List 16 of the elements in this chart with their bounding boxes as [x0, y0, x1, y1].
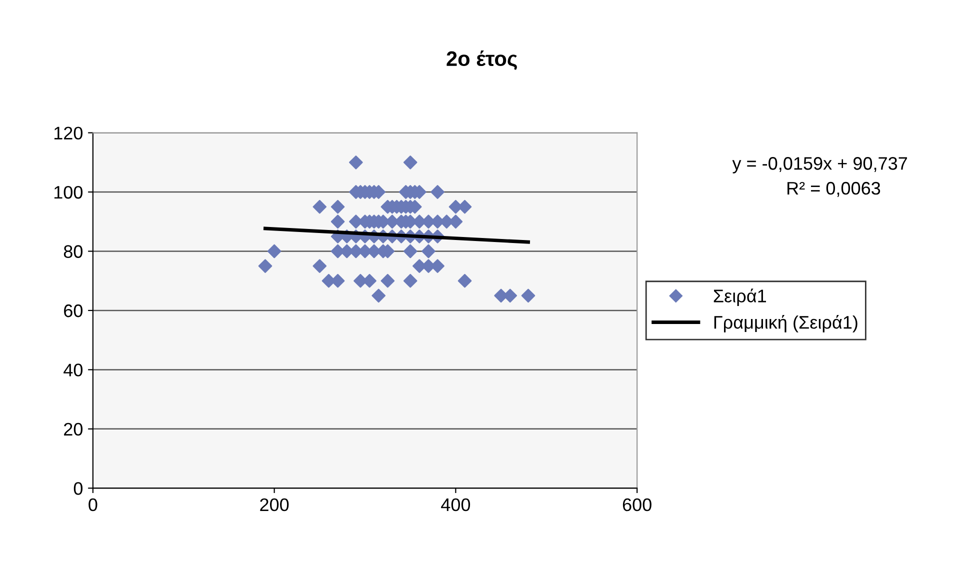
x-tick-label: 400	[441, 498, 470, 512]
text: R² = 0,0063	[788, 182, 880, 197]
y-tick-label: 20	[64, 422, 82, 436]
x-tick-label: 200	[260, 498, 289, 512]
y-tick-label: 80	[64, 245, 82, 258]
y-tick-label: 100	[54, 186, 82, 199]
y-tick-label: 120	[54, 126, 82, 140]
legend-label: Σειρά1	[714, 288, 766, 306]
x-tick-label: 600	[622, 498, 652, 512]
text: y = -0,0159x + 90,737	[732, 157, 907, 174]
y-tick-label: 40	[64, 364, 82, 376]
chart-title: 2ο έτος	[446, 50, 517, 70]
x-tick-label: 0	[88, 498, 98, 512]
legend-label: Γραμμική (Σειρά1)	[714, 314, 858, 332]
y-tick-label: 0	[74, 482, 82, 495]
y-tick-label: 60	[64, 304, 82, 318]
